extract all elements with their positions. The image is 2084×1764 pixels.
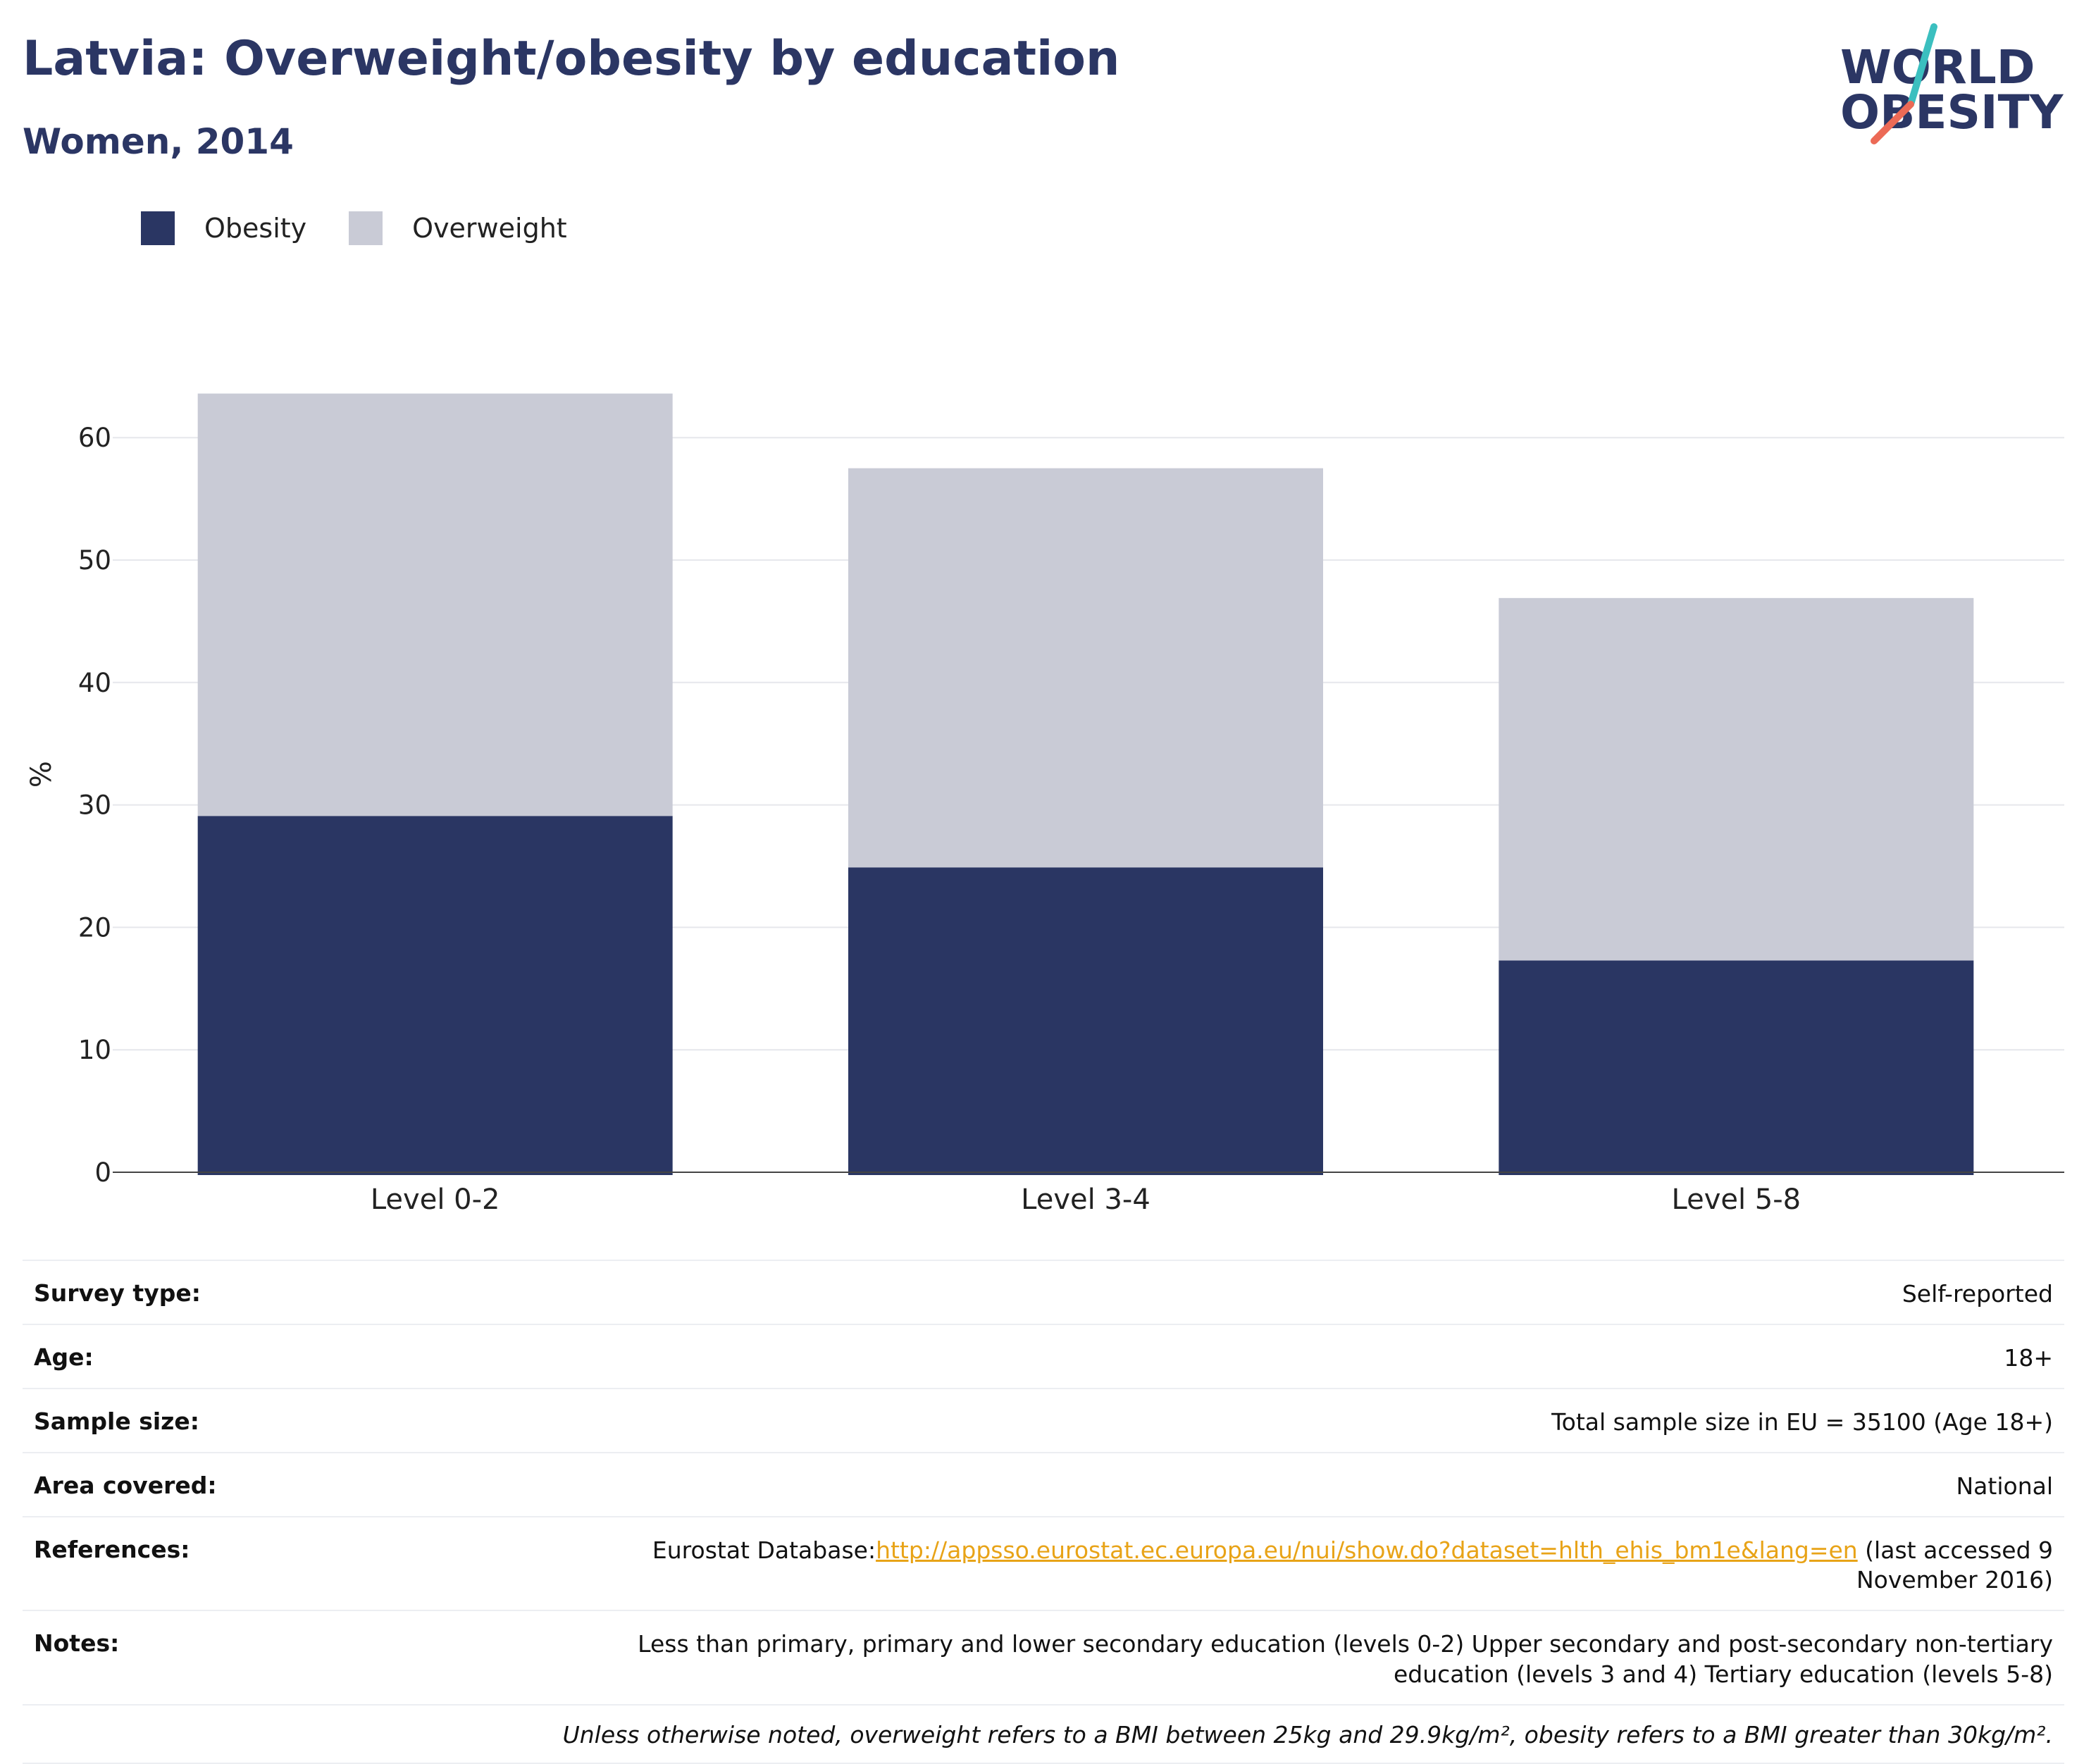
legend-label-overweight: Overweight [412,213,567,244]
chart-subtitle: Women, 2014 [23,121,294,162]
y-tick-label: 30 [78,790,111,821]
area-covered-value: National [1956,1472,2053,1500]
bar-obesity-1 [197,816,673,1175]
survey-details-table: Survey type: Self-reported Age: 18+ Samp… [23,1260,2064,1764]
area-covered-row: Area covered: National [23,1451,2064,1516]
bar-obesity-3 [1499,960,1974,1175]
world-obesity-logo: WORLD OBESITY [1840,23,2064,144]
age-row: Age: 18+ [23,1323,2064,1388]
eurostat-link[interactable]: http://appsso.eurostat.ec.europa.eu/nui/… [876,1536,1858,1564]
bar-overweight-1 [197,393,673,816]
legend-swatch-overweight [349,211,383,245]
x-tick-label: Level 5-8 [1672,1184,1801,1212]
references-label: References: [34,1535,190,1563]
survey-type-value: Self-reported [1902,1280,2053,1308]
references-value: Eurostat Database:http://appsso.eurostat… [602,1536,2053,1596]
legend-swatch-obesity [141,211,175,245]
references-row: References: Eurostat Database:http://app… [23,1515,2064,1610]
chart-title: Latvia: Overweight/obesity by education [23,31,1120,87]
notes-label: Notes: [34,1629,120,1658]
legend: Obesity Overweight [141,210,609,247]
bar-obesity-2 [848,867,1323,1175]
y-tick-label: 50 [78,545,111,576]
x-tick-label: Level 3-4 [1021,1184,1150,1212]
logo-line1: WORLD [1840,40,2035,94]
legend-label-obesity: Obesity [204,213,307,244]
logo-slash-coral [1871,101,1914,144]
notes-value: Less than primary, primary and lower sec… [638,1630,2053,1689]
x-tick-label: Level 0-2 [371,1184,500,1212]
y-tick-label: 10 [78,1035,111,1065]
logo-line2: OBESITY [1840,85,2064,139]
bmi-footnote: Unless otherwise noted, overweight refer… [23,1704,2064,1764]
bar-overweight-2 [848,468,1323,868]
survey-type-row: Survey type: Self-reported [23,1260,2064,1324]
stacked-bar-chart: 0 10 20 30 40 50 60% Level 0-2 Level 3-4 Level 5-… [25,393,2064,1212]
sample-size-value: Total sample size in EU = 35100 (Age 18+… [1551,1408,2053,1436]
y-tick-label: 0 [94,1157,111,1188]
y-tick-label: 60 [78,423,111,453]
logo-slash-teal [1907,23,1937,108]
references-prefix: Eurostat Database: [652,1536,876,1564]
references-suffix: (last accessed 9 November 2016) [1856,1536,2053,1594]
notes-row: Notes: Less than primary, primary and lo… [23,1610,2064,1704]
survey-type-label: Survey type: [34,1279,201,1307]
bar-overweight-3 [1499,597,1974,961]
sample-size-row: Sample size: Total sample size in EU = 3… [23,1387,2064,1452]
y-tick-label: 20 [78,912,111,943]
age-label: Age: [34,1343,94,1371]
sample-size-label: Sample size: [34,1407,199,1435]
y-axis-label: % [25,761,58,788]
y-tick-label: 40 [78,668,111,698]
age-value: 18+ [2004,1343,2053,1372]
area-covered-label: Area covered: [34,1471,217,1499]
